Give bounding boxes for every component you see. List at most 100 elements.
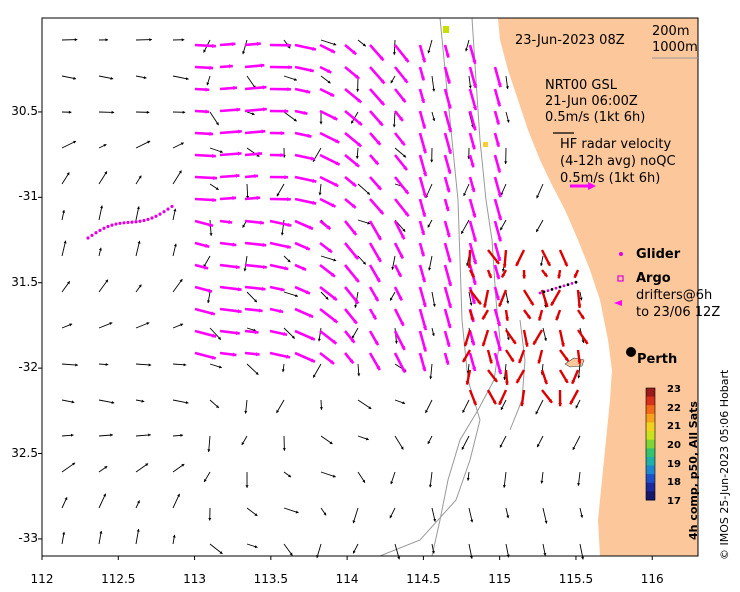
- hf-arrow-head: [211, 355, 216, 360]
- model-arrow-head: [219, 150, 223, 154]
- model-arrow: [172, 278, 183, 293]
- hf-arrow-head: [237, 287, 242, 292]
- hf-arrow-head: [327, 248, 333, 253]
- model-arrow-head: [535, 411, 539, 415]
- hf-arrow-head: [377, 257, 381, 262]
- hf-arrow-head: [374, 160, 379, 165]
- hf-arrow-head: [258, 308, 263, 313]
- model-arrow-head: [537, 444, 540, 448]
- drifters-legend-line2: to 23/06 12Z: [636, 305, 721, 320]
- hf-scale: 0.5m/s (1kt 6h): [560, 171, 661, 186]
- drifter-arrow-head: [501, 273, 506, 278]
- glider-track-point: [146, 217, 150, 222]
- model-arrow: [172, 75, 189, 80]
- drifter-arrow-head: [544, 303, 549, 308]
- model-arrow-head: [389, 515, 393, 519]
- hf-arrow-head: [357, 98, 362, 103]
- hf-arrow-head: [472, 126, 477, 131]
- model-arrow-head: [241, 441, 245, 445]
- hf-arrow-head: [355, 162, 360, 167]
- hf-arrow: [294, 175, 317, 183]
- model-arrow-head: [104, 466, 108, 469]
- hf-arrow-head: [335, 139, 340, 143]
- drifter-arrow-head: [464, 342, 468, 347]
- colorbar-frame: [645, 387, 656, 501]
- drifter-arrow-head: [516, 379, 520, 383]
- colorbar-segment: [646, 448, 655, 458]
- drifter-arrow-head: [564, 357, 569, 362]
- hf-arrow-head: [422, 302, 427, 307]
- model-arrow-head: [391, 266, 395, 270]
- hf-arrow-head: [420, 76, 425, 81]
- hf-arrow-head: [497, 370, 502, 375]
- model-arrow-head: [276, 193, 280, 197]
- x-tick-label: 115.5: [558, 572, 594, 586]
- model-arrow: [135, 140, 151, 149]
- drifter-arrow-head: [526, 314, 531, 319]
- drifter-track-point: [546, 289, 550, 292]
- hf-arrow: [319, 307, 339, 324]
- model-arrow-head: [355, 156, 359, 159]
- model-arrow-head: [148, 363, 152, 367]
- hf-arrow: [244, 107, 267, 113]
- axis-ticks: [38, 111, 653, 560]
- model-arrow-head: [432, 303, 436, 307]
- model-arrow-head: [105, 362, 109, 367]
- model-arrow: [572, 435, 581, 451]
- hf-arrow-head: [237, 309, 242, 314]
- model-arrow: [429, 471, 433, 488]
- model-arrow: [357, 183, 371, 195]
- colorbar-tick-label: 23: [667, 384, 681, 395]
- model-arrow: [579, 543, 584, 560]
- model-arrow: [135, 240, 141, 257]
- model-arrow-head: [136, 529, 140, 532]
- hf-arrow-head: [357, 121, 362, 125]
- hf-arrow: [294, 329, 316, 341]
- x-tick-label: 115: [488, 572, 512, 586]
- model-arrow-head: [246, 195, 250, 199]
- hf-arrow: [219, 307, 242, 313]
- model-arrow-head: [281, 369, 285, 373]
- hf-arrow-head: [471, 145, 476, 150]
- model-arrow-head: [367, 221, 371, 225]
- hf-arrow: [244, 85, 267, 91]
- model-arrow-head: [180, 142, 184, 146]
- hf-arrow: [493, 352, 503, 375]
- model-arrow-head: [256, 153, 260, 157]
- hf-arrow-head: [374, 296, 379, 302]
- hf-arrow-head: [422, 326, 427, 331]
- y-tick-label: 31.5: [11, 274, 38, 289]
- hf-arrow-head: [349, 359, 354, 364]
- hf-arrow-head: [287, 222, 292, 228]
- model-arrow-head: [179, 279, 183, 283]
- model-arrow-head: [402, 401, 406, 405]
- hf-arrow-head: [447, 169, 452, 174]
- hf-arrow-head: [398, 296, 403, 301]
- x-tick-label: 112: [30, 572, 54, 586]
- model-arrow-head: [143, 76, 147, 80]
- drifter-arrow-head: [498, 302, 503, 307]
- drifter-arrow-head: [577, 360, 582, 364]
- hf-arrow: [468, 242, 478, 265]
- hf-arrow-head: [447, 149, 452, 154]
- model-arrow-head: [215, 122, 219, 126]
- hf-arrow-head: [306, 89, 311, 94]
- drifter-track-point: [550, 288, 554, 291]
- hf-arrow-head: [258, 151, 263, 156]
- colorbar-tick-label: 22: [667, 402, 681, 414]
- hf-arrow-head: [447, 281, 452, 287]
- glider-legend-marker: [619, 252, 623, 256]
- hf-arrow-head: [420, 98, 425, 103]
- drifter-track-point: [566, 283, 570, 286]
- model-arrow-head: [506, 337, 510, 341]
- hf-arrow: [244, 263, 267, 269]
- hf-arrow-head: [210, 311, 215, 316]
- model-arrow-head: [148, 433, 151, 437]
- model-arrow-head: [313, 374, 316, 378]
- model-arrow-head: [74, 38, 78, 42]
- hf-arrow-head: [422, 367, 427, 372]
- drifter-arrow-head: [482, 342, 486, 347]
- hf-arrow-head: [280, 152, 285, 158]
- drifter-arrow-head: [537, 359, 542, 364]
- hf-arrow-head: [497, 346, 502, 351]
